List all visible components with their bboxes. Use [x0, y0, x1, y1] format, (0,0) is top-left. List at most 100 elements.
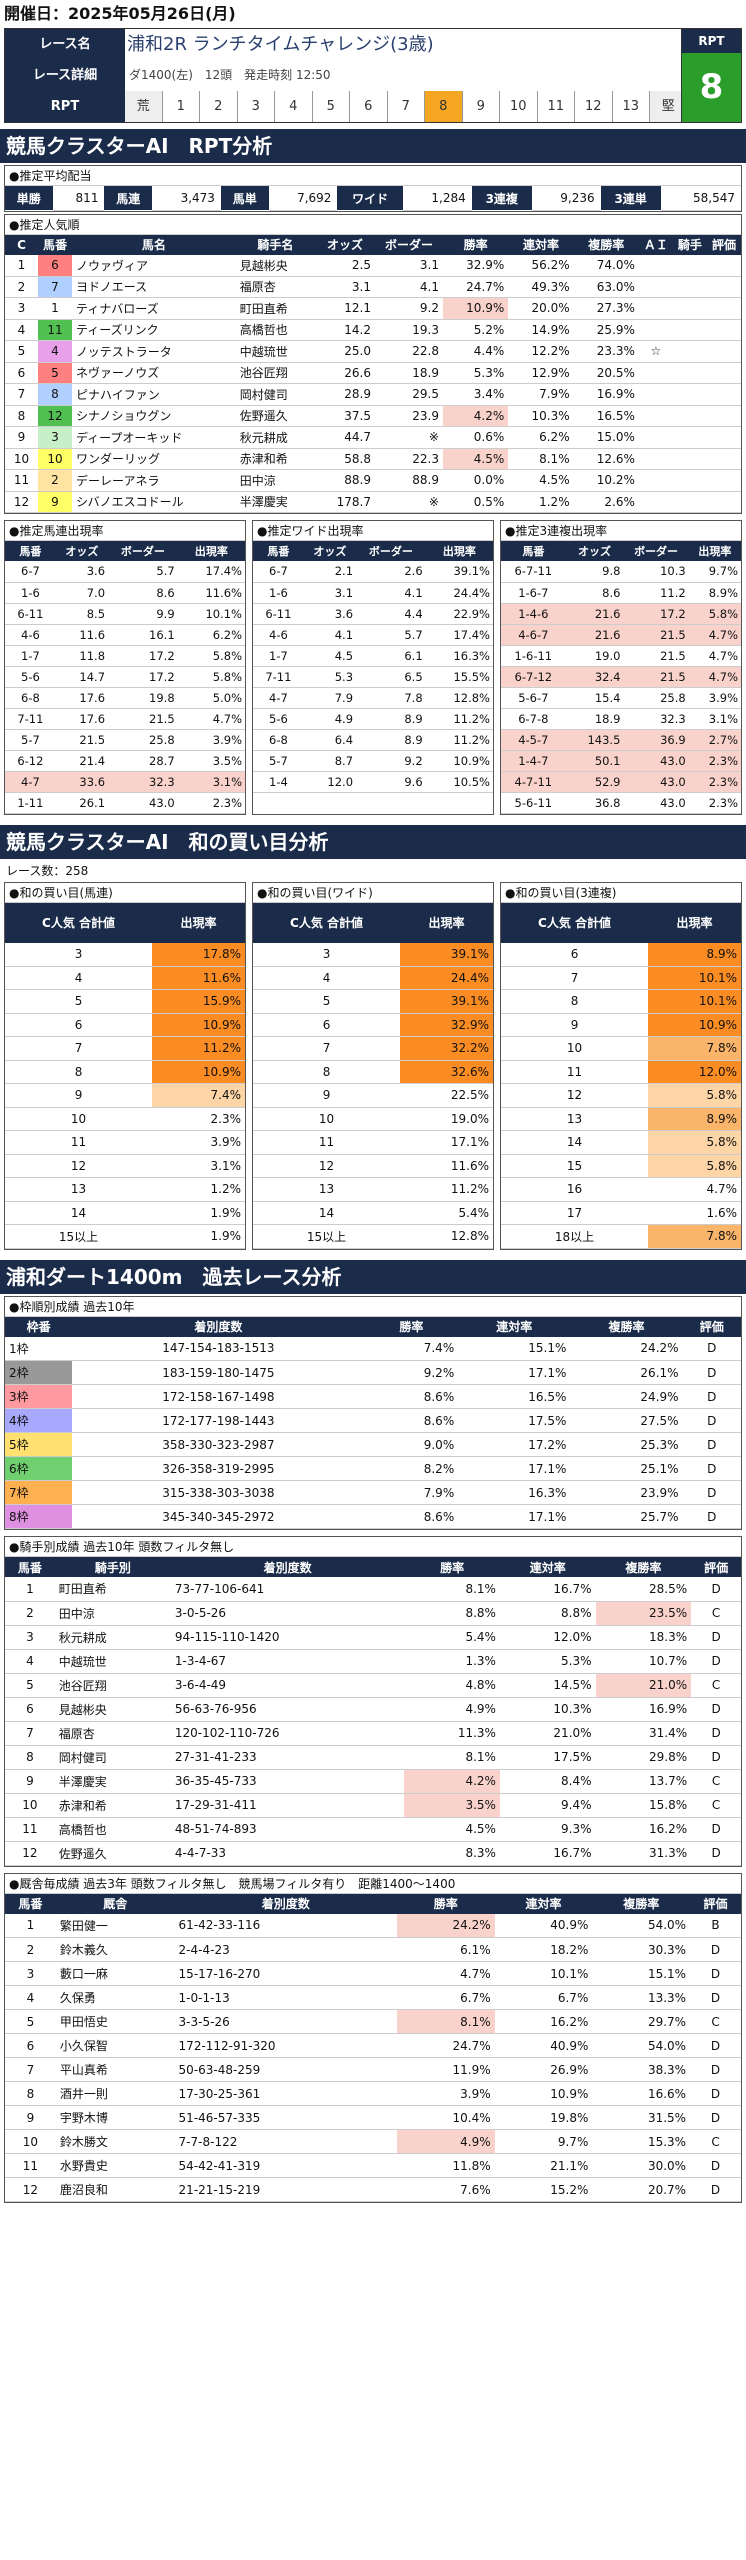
table-cell: 3-6-4-49: [170, 1673, 405, 1698]
table-cell: 5.4%: [404, 1625, 500, 1650]
table-row: 12 5.8%: [501, 1083, 741, 1108]
table-cell: 9.7%: [688, 561, 741, 583]
table-cell: 17.1%: [458, 1456, 571, 1481]
table-cell: 6: [253, 1013, 401, 1037]
table-row: 5枠 358-330-323-2987 9.0% 17.2% 25.3% D: [5, 1432, 741, 1457]
table-row: 3 39.1%: [253, 942, 493, 967]
table-cell: 酒井一則: [55, 2081, 175, 2106]
table-cell: 2: [37, 469, 72, 492]
table-cell: 24.4%: [400, 966, 493, 990]
table-row: 4 11 ティーズリンク 高橋哲也 14.2 19.3 5.2% 14.9% 25.9%: [5, 319, 741, 341]
umaren-title: ●推定馬連出現率: [5, 521, 245, 541]
table-cell: 5: [37, 362, 72, 384]
table-cell: 12.0: [303, 771, 357, 793]
column-header: 連対率: [494, 1893, 593, 1914]
table-cell: 5.7: [108, 561, 178, 583]
table-row: 6-7-8 18.9 32.3 3.1%: [501, 708, 741, 730]
table-cell: 326-358-319-2995: [72, 1456, 365, 1481]
table-cell: 4.7%: [177, 708, 245, 730]
table-cell: 6.5: [356, 666, 426, 688]
table-row: 12 3.1%: [5, 1154, 245, 1178]
table-cell: [706, 297, 741, 320]
table-cell: 43.0: [108, 792, 178, 814]
table-cell: 22.3: [375, 448, 443, 470]
table-cell: D: [691, 1649, 741, 1674]
table-cell: 8.5: [55, 603, 109, 625]
table-row: 4-7-11 52.9 43.0 2.3%: [501, 771, 741, 793]
table-row: 4 11.6%: [5, 966, 245, 990]
table-cell: 秋元耕成: [235, 426, 316, 449]
table-cell: [706, 469, 741, 492]
table-cell: 3.5%: [404, 1793, 500, 1818]
table-cell: 11.6%: [177, 582, 245, 604]
table-row: 2枠 183-159-180-1475 9.2% 17.1% 26.1% D: [5, 1360, 741, 1385]
table-cell: 33.6: [55, 771, 109, 793]
table-cell: 8.8%: [499, 1601, 596, 1626]
table-cell: ティナバローズ: [71, 297, 236, 320]
table-cell: 7-7-8-122: [174, 2129, 397, 2154]
table-cell: 10.7%: [595, 1649, 692, 1674]
table-cell: [672, 426, 707, 449]
table-cell: 1-4: [253, 771, 304, 793]
table-cell: 1.2%: [152, 1177, 245, 1202]
table-cell: 17.5%: [499, 1745, 596, 1770]
table-cell: 38.3%: [592, 2057, 691, 2082]
table-cell: 赤津和希: [54, 1793, 171, 1818]
table-cell: 10.5%: [425, 771, 493, 793]
table-cell: 26.1%: [570, 1360, 683, 1385]
table-cell: 1: [5, 254, 38, 277]
table-cell: 50-63-48-259: [174, 2057, 397, 2082]
table-cell: 31.3%: [595, 1841, 692, 1866]
table-cell: ネヴァーノウズ: [71, 362, 236, 384]
table-cell: 21.0%: [499, 1721, 596, 1746]
frame-box: ●枠順別成績 過去10年 枠番 着別度数 勝率 連対率 複勝率 評価 1枠 147-154-1…: [4, 1295, 742, 1530]
table-cell: 5.4%: [400, 1201, 493, 1225]
table-header: 馬番 オッズ ボーダー 出現率: [501, 541, 741, 561]
table-cell: C: [690, 2009, 741, 2034]
table-row: 1-7 4.5 6.1 16.3%: [253, 645, 493, 667]
table-cell: 5.3: [303, 666, 357, 688]
table-row: 9 10.9%: [501, 1013, 741, 1037]
table-cell: 1-4-7: [501, 750, 566, 772]
table-cell: 17.2: [108, 666, 178, 688]
avg-payout-title: ●推定平均配当: [5, 166, 741, 186]
table-row: 7-11 17.6 21.5 4.7%: [5, 708, 245, 730]
table-row: 4-7 33.6 32.3 3.1%: [5, 771, 245, 793]
table-cell: 23.3%: [573, 340, 639, 363]
table-cell: 49.3%: [508, 276, 574, 298]
column-header: C人気 合計値: [501, 902, 649, 943]
rpt-scale-cell: 2: [200, 91, 238, 122]
table-cell: 鹿沼良和: [55, 2177, 175, 2202]
table-cell: D: [682, 1360, 741, 1385]
race-name-label: レース名: [5, 29, 125, 60]
table-cell: [706, 362, 741, 384]
table-cell: [672, 297, 707, 320]
table-cell: 8.9%: [648, 1107, 741, 1131]
table-cell: 14.9%: [508, 319, 574, 341]
table-cell: 29.5: [375, 383, 443, 406]
table-cell: 3.1%: [152, 1154, 245, 1178]
jockey-box: ●騎手別成績 過去10年 頭数フィルタ無し 馬番 騎手別 着別度数 勝率 連対率 複勝率評…: [4, 1536, 742, 1867]
column-header: C人気 合計値: [5, 902, 153, 943]
table-cell: 1枠: [5, 1336, 73, 1361]
table-cell: 12: [5, 1841, 55, 1866]
table-cell: 10: [253, 1107, 401, 1131]
table-cell: 13: [5, 1177, 153, 1202]
section-rpt-analysis: 競馬クラスターAI RPT分析: [0, 129, 746, 163]
table-cell: 43.0: [623, 792, 689, 814]
table-cell: [638, 491, 673, 513]
race-count: レース数：258: [6, 863, 89, 878]
table-cell: ☆: [638, 340, 673, 363]
table-cell: 4.9: [303, 708, 357, 730]
table-cell: 16.5%: [458, 1384, 571, 1409]
table-cell: [638, 297, 673, 320]
table-cell: 2: [5, 1937, 56, 1962]
table-cell: [638, 383, 673, 406]
table-cell: 7.9%: [364, 1480, 459, 1505]
table-cell: 4: [37, 340, 72, 363]
table-cell: 172-158-167-1498: [72, 1384, 365, 1409]
table-cell: 1-4-6: [501, 603, 566, 625]
column-header: 複勝率: [592, 1893, 691, 1914]
table-cell: 17.2%: [458, 1432, 571, 1457]
table-cell: 4.1: [356, 582, 426, 604]
